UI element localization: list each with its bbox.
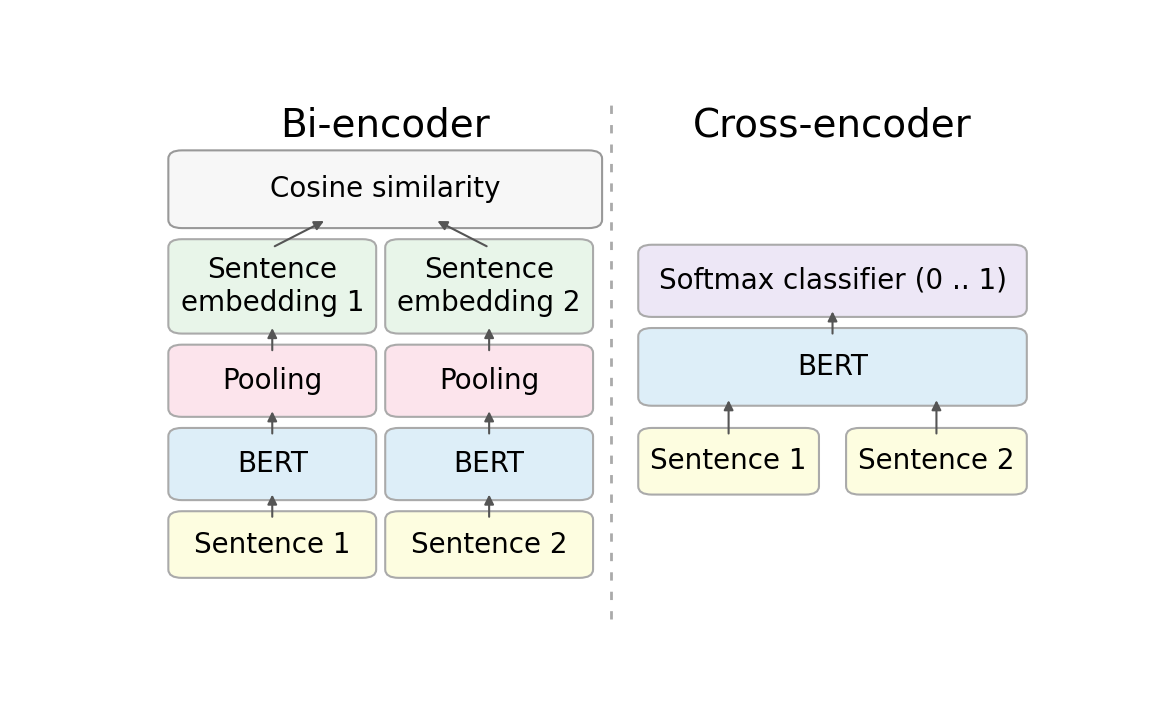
FancyBboxPatch shape: [385, 511, 593, 578]
Text: BERT: BERT: [798, 353, 868, 381]
Text: Sentence
embedding 2: Sentence embedding 2: [398, 256, 581, 317]
FancyBboxPatch shape: [638, 328, 1027, 406]
Text: Cross-encoder: Cross-encoder: [693, 107, 972, 144]
Text: BERT: BERT: [454, 450, 525, 478]
FancyBboxPatch shape: [638, 428, 819, 495]
FancyBboxPatch shape: [168, 511, 377, 578]
FancyBboxPatch shape: [168, 345, 377, 417]
FancyBboxPatch shape: [385, 239, 593, 334]
Text: Sentence 1: Sentence 1: [194, 531, 351, 559]
Text: Softmax classifier (0 .. 1): Softmax classifier (0 .. 1): [659, 267, 1006, 295]
FancyBboxPatch shape: [385, 345, 593, 417]
Text: Sentence 1: Sentence 1: [651, 447, 807, 475]
FancyBboxPatch shape: [168, 151, 602, 228]
FancyBboxPatch shape: [385, 428, 593, 500]
Text: Pooling: Pooling: [223, 367, 322, 395]
Text: Cosine similarity: Cosine similarity: [271, 175, 500, 203]
Text: BERT: BERT: [237, 450, 308, 478]
Text: Pooling: Pooling: [440, 367, 539, 395]
Text: Sentence
embedding 1: Sentence embedding 1: [181, 256, 364, 317]
Text: Sentence 2: Sentence 2: [410, 531, 568, 559]
Text: Sentence 2: Sentence 2: [858, 447, 1014, 475]
Text: Bi-encoder: Bi-encoder: [280, 107, 490, 144]
FancyBboxPatch shape: [168, 428, 377, 500]
FancyBboxPatch shape: [638, 244, 1027, 317]
FancyBboxPatch shape: [847, 428, 1027, 495]
FancyBboxPatch shape: [168, 239, 377, 334]
